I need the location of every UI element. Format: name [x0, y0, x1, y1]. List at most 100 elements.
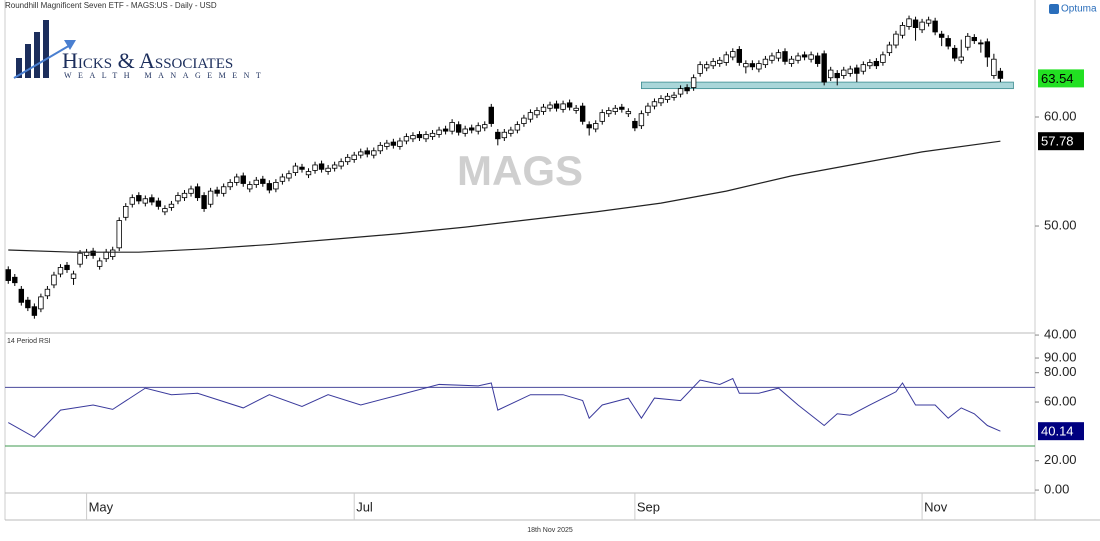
candle-body	[795, 55, 801, 61]
candle-body	[965, 35, 971, 48]
candle-body	[690, 77, 697, 88]
candle-body	[247, 184, 253, 190]
candle-body	[201, 195, 207, 209]
candle-body	[44, 288, 51, 297]
y-tick-label: 40.00	[1044, 326, 1077, 341]
candle-body	[899, 25, 906, 36]
candle-body	[377, 144, 384, 152]
candle-body	[260, 178, 266, 184]
candle-body	[801, 54, 808, 58]
candle-body	[821, 53, 827, 83]
candle-body	[984, 41, 991, 58]
y-tick-label: 60.00	[1044, 108, 1077, 123]
candle-body	[560, 103, 566, 110]
candle-body	[234, 176, 240, 183]
logo-bar	[16, 58, 22, 78]
logo-arrowhead	[64, 40, 76, 50]
candle-body	[136, 195, 142, 202]
candle-body	[606, 110, 612, 115]
candle-body	[103, 251, 109, 260]
candle-body	[109, 249, 116, 257]
candle-body	[384, 142, 390, 147]
candle-body	[945, 38, 951, 47]
candle-body	[632, 120, 638, 129]
candle-body	[827, 69, 834, 79]
value-label: 57.78	[1041, 134, 1074, 149]
candle-body	[938, 33, 945, 38]
candle-body	[880, 54, 886, 63]
candle-body	[129, 197, 135, 205]
candle-body	[612, 107, 618, 112]
value-label: 40.14	[1041, 424, 1074, 439]
y-tick-label: 20.00	[1044, 452, 1077, 467]
candle-body	[762, 58, 769, 66]
candle-body	[501, 131, 508, 139]
candle-body	[12, 276, 18, 284]
candle-body	[358, 151, 364, 156]
candle-body	[736, 48, 743, 63]
candle-body	[508, 129, 514, 134]
candle-body	[482, 124, 488, 129]
candle-body	[769, 55, 775, 61]
candle-body	[168, 203, 175, 208]
candle-body	[462, 128, 468, 134]
rsi-line	[8, 377, 1001, 438]
candle-body	[96, 260, 103, 267]
candle-body	[788, 58, 795, 64]
candle-body	[325, 167, 331, 172]
candle-body	[286, 173, 292, 179]
candle-body	[331, 164, 338, 169]
candle-body	[997, 70, 1004, 79]
candle-body	[782, 51, 788, 62]
candle-body	[279, 176, 286, 182]
candle-body	[77, 252, 83, 265]
candle-body	[834, 72, 840, 79]
candle-body	[273, 182, 279, 190]
candle-body	[886, 44, 893, 54]
candle-body	[919, 21, 925, 31]
candle-body	[521, 117, 527, 124]
candle-body	[455, 124, 462, 133]
value-label-box	[1038, 422, 1084, 441]
candle-body	[344, 156, 351, 163]
logo-bar	[34, 32, 40, 78]
candle-body	[540, 106, 547, 112]
candle-body	[847, 68, 853, 74]
candle-body	[90, 250, 96, 256]
footer: 18th Nov 2025	[527, 527, 573, 534]
candle-body	[808, 54, 814, 60]
candle-body	[991, 58, 997, 76]
candle-body	[553, 103, 560, 109]
candle-body	[488, 106, 494, 124]
candle-body	[586, 124, 592, 129]
candle-body	[684, 87, 690, 92]
candle-body	[5, 269, 11, 281]
candle-body	[566, 102, 573, 108]
x-tick-label: Jul	[356, 499, 373, 514]
candle-body	[312, 164, 318, 171]
y-tick-label: 80.00	[1044, 364, 1077, 379]
candle-body	[775, 52, 782, 59]
y-tick-label: 0.00	[1044, 482, 1069, 497]
logo-name: Hicks & Associates	[62, 48, 233, 73]
candle-body	[318, 163, 325, 170]
candle-body	[57, 267, 64, 275]
candle-body	[651, 101, 658, 107]
candle-body	[338, 161, 344, 167]
logo-arrow	[13, 43, 73, 79]
support-zone	[641, 81, 1014, 90]
y-tick-label: 90.00	[1044, 349, 1077, 364]
y-tick-label: 50.00	[1044, 217, 1077, 232]
candle-body	[717, 59, 723, 64]
candle-body	[860, 64, 867, 72]
candle-body	[703, 64, 710, 69]
candle-body	[64, 264, 70, 271]
candle-body	[31, 306, 38, 316]
candle-body	[619, 106, 625, 110]
candle-body	[299, 166, 305, 170]
y-tick-label: 60.00	[1044, 393, 1077, 408]
brand-icon	[1049, 4, 1059, 14]
candle-body	[292, 165, 299, 173]
